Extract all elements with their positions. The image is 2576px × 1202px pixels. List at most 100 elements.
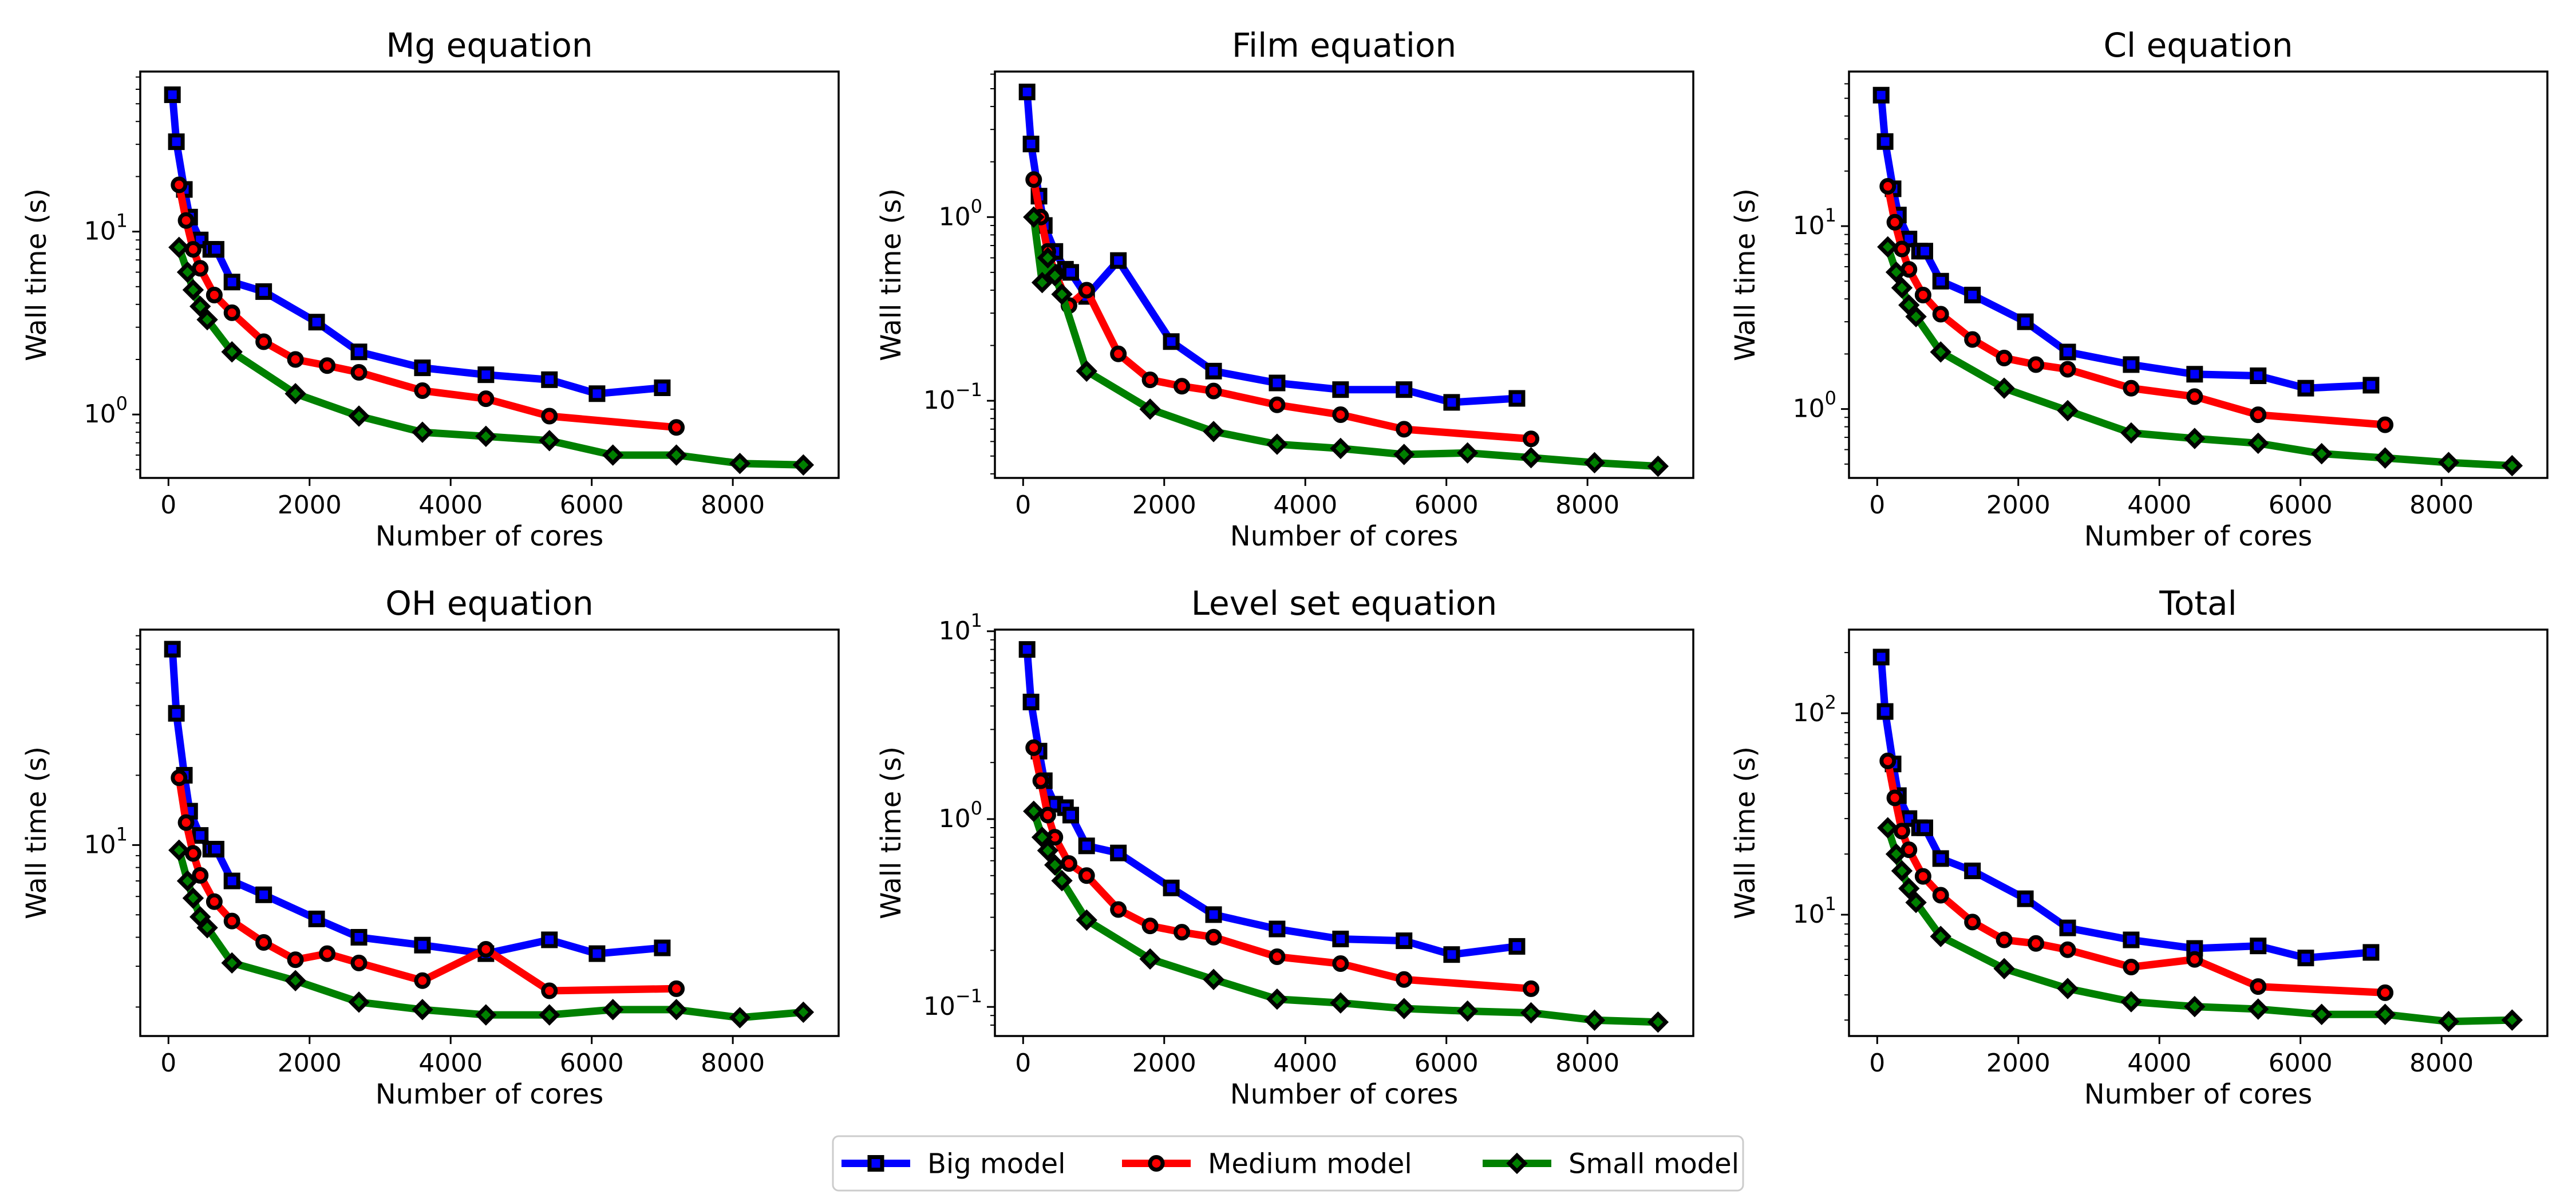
data-point bbox=[1891, 277, 1913, 299]
series-line-big-model bbox=[1877, 657, 2372, 962]
data-point bbox=[1203, 421, 1224, 442]
data-point bbox=[168, 705, 185, 722]
x-axis-label: Number of cores bbox=[1230, 520, 1459, 552]
series-markers-small-model bbox=[1023, 800, 1669, 1033]
data-point bbox=[221, 341, 243, 363]
data-point bbox=[1044, 264, 1066, 287]
data-point bbox=[1031, 827, 1053, 848]
data-point bbox=[1332, 930, 1349, 947]
data-point bbox=[207, 241, 224, 258]
plot-frame bbox=[1848, 70, 2549, 479]
data-point bbox=[1964, 914, 1981, 931]
data-point bbox=[1266, 433, 1288, 455]
series-markers-medium-model bbox=[171, 176, 685, 436]
data-point bbox=[1996, 931, 2013, 948]
data-point bbox=[602, 999, 624, 1021]
data-point bbox=[2059, 343, 2076, 361]
data-point bbox=[2250, 406, 2267, 424]
x-tick-label: 0 bbox=[1869, 491, 1885, 520]
data-point bbox=[539, 1004, 560, 1026]
data-point bbox=[348, 405, 370, 427]
data-point bbox=[350, 343, 368, 361]
data-point bbox=[1964, 863, 1981, 880]
data-point bbox=[255, 934, 272, 951]
panel-film-equation: Film equation 0 2000 4000 6000 8000 10−1 100 Num… bbox=[875, 26, 1694, 552]
data-point bbox=[1022, 136, 1040, 153]
data-point bbox=[2374, 447, 2396, 469]
data-point bbox=[414, 936, 431, 954]
x-axis-label: Number of cores bbox=[2084, 1078, 2313, 1110]
data-point bbox=[1269, 948, 1286, 965]
data-point bbox=[1076, 360, 1097, 382]
data-point bbox=[2059, 361, 2076, 378]
data-point bbox=[1877, 236, 1899, 258]
data-point bbox=[668, 980, 685, 997]
data-point bbox=[1110, 901, 1127, 918]
panel-level-set-equation: Level set equation 0 2000 4000 6000 8000 10−1 1… bbox=[875, 584, 1694, 1110]
data-point bbox=[2297, 950, 2314, 967]
data-point bbox=[255, 283, 272, 300]
data-point bbox=[1139, 948, 1161, 970]
data-point bbox=[1078, 867, 1095, 884]
data-point bbox=[1886, 789, 1903, 806]
data-point bbox=[1396, 971, 1413, 988]
data-point bbox=[184, 845, 202, 862]
data-point bbox=[1032, 772, 1049, 789]
y-tick-label: 100 bbox=[1793, 388, 1836, 424]
panel-total: Total 0 2000 4000 6000 8000 101 102 Number of co… bbox=[1729, 584, 2549, 1110]
data-point bbox=[2377, 984, 2394, 1001]
x-tick-label: 2000 bbox=[278, 491, 342, 520]
series-line-small-model bbox=[1884, 246, 2512, 470]
data-point bbox=[1022, 693, 1040, 710]
data-point bbox=[1872, 649, 1890, 666]
panel-cl-equation: Cl equation 0 2000 4000 6000 8000 100 101 Number… bbox=[1729, 26, 2549, 552]
data-point bbox=[1163, 879, 1180, 896]
data-point bbox=[2437, 1010, 2460, 1033]
data-point bbox=[348, 991, 370, 1013]
data-point bbox=[1163, 333, 1180, 350]
data-point bbox=[477, 390, 495, 408]
data-point bbox=[164, 86, 181, 104]
data-point bbox=[207, 841, 224, 858]
data-point bbox=[1023, 800, 1045, 823]
data-point bbox=[1393, 444, 1415, 465]
x-tick-label: 0 bbox=[1015, 491, 1031, 520]
data-point bbox=[1269, 396, 1286, 413]
data-point bbox=[2123, 356, 2140, 373]
data-point bbox=[1932, 272, 1949, 290]
series-markers-medium-model bbox=[171, 769, 685, 999]
data-point bbox=[1062, 264, 1079, 281]
data-point bbox=[171, 769, 188, 786]
data-point bbox=[1647, 1011, 1669, 1033]
data-point bbox=[1916, 819, 1933, 836]
data-point bbox=[1932, 887, 1949, 904]
series-markers-big-model bbox=[1018, 84, 1526, 411]
data-point bbox=[2123, 958, 2140, 975]
legend-entry-big-model: Big model bbox=[841, 1148, 1065, 1180]
data-point bbox=[1332, 955, 1349, 972]
data-point bbox=[1523, 980, 1540, 997]
x-tick-label: 8000 bbox=[701, 491, 765, 520]
legend-marker bbox=[1148, 1155, 1165, 1172]
data-point bbox=[588, 385, 606, 402]
data-point bbox=[2250, 367, 2267, 384]
x-tick-label: 6000 bbox=[560, 1049, 624, 1078]
data-point bbox=[665, 444, 688, 466]
data-point bbox=[1031, 271, 1053, 294]
data-point bbox=[729, 452, 751, 475]
data-point bbox=[1508, 390, 1526, 407]
data-point bbox=[319, 945, 336, 962]
data-point bbox=[350, 364, 368, 381]
data-point bbox=[602, 444, 624, 466]
data-point bbox=[192, 867, 209, 884]
y-tick-label: 101 bbox=[1793, 204, 1836, 240]
data-point bbox=[2123, 379, 2140, 397]
data-point bbox=[1174, 378, 1191, 395]
data-point bbox=[1872, 86, 1890, 104]
data-point bbox=[1932, 850, 1949, 867]
legend-marker bbox=[1506, 1152, 1528, 1175]
data-point bbox=[2437, 452, 2460, 473]
data-point bbox=[2184, 428, 2206, 449]
data-point bbox=[1898, 877, 1920, 899]
data-point bbox=[1396, 381, 1413, 398]
